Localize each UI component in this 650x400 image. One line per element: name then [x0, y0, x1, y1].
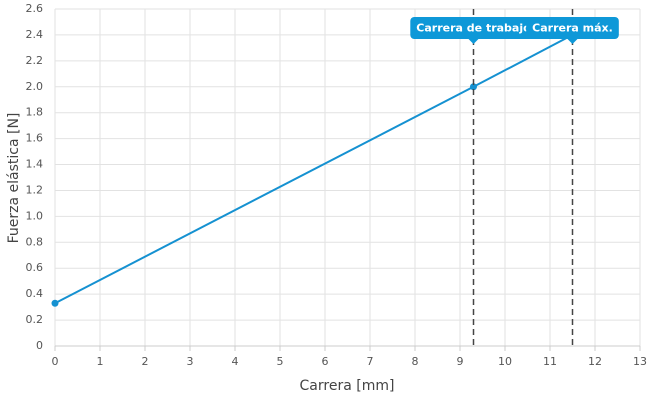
- x-tick-label: 10: [498, 355, 512, 368]
- x-tick-label: 3: [187, 355, 194, 368]
- data-point: [51, 299, 59, 307]
- y-tick-label: 1.8: [26, 106, 44, 119]
- x-tick-label: 0: [52, 355, 59, 368]
- y-tick-label: 2.0: [26, 80, 44, 93]
- annotation-box: [526, 17, 619, 39]
- x-tick-label: 11: [543, 355, 557, 368]
- x-tick-label: 9: [457, 355, 464, 368]
- y-tick-label: 2.6: [26, 2, 44, 15]
- x-tick-label: 12: [588, 355, 602, 368]
- y-tick-label: 0.2: [26, 313, 44, 326]
- y-tick-label: 2.4: [26, 28, 44, 41]
- x-tick-label: 1: [97, 355, 104, 368]
- x-axis-label: Carrera [mm]: [300, 378, 395, 394]
- y-tick-label: 1.2: [26, 183, 44, 196]
- y-tick-label: 1.0: [26, 209, 44, 222]
- y-tick-label: 0.8: [26, 235, 44, 248]
- y-tick-label: 1.4: [26, 158, 44, 171]
- x-tick-label: 8: [412, 355, 419, 368]
- x-tick-label: 5: [277, 355, 284, 368]
- y-axis-label: Fuerza elástica [N]: [6, 113, 22, 244]
- x-tick-label: 2: [142, 355, 149, 368]
- y-tick-label: 0.4: [26, 287, 44, 300]
- y-tick-label: 1.6: [26, 132, 44, 145]
- x-tick-label: 13: [633, 355, 647, 368]
- annotation-box: [410, 17, 537, 39]
- data-line: [54, 34, 573, 305]
- data-point: [470, 83, 477, 91]
- annotation-pointer: [567, 39, 578, 44]
- annotation-pointer: [468, 39, 479, 44]
- y-tick-label: 0.6: [26, 261, 44, 274]
- x-tick-label: 4: [232, 355, 239, 368]
- x-tick-label: 7: [367, 355, 374, 368]
- annotation-label: Carrera máx.: [532, 22, 613, 35]
- x-tick-label: 6: [322, 355, 329, 368]
- y-tick-label: 2.2: [26, 54, 44, 67]
- y-tick-label: 0: [36, 339, 43, 352]
- annotation-label: Carrera de trabajo: [416, 22, 531, 35]
